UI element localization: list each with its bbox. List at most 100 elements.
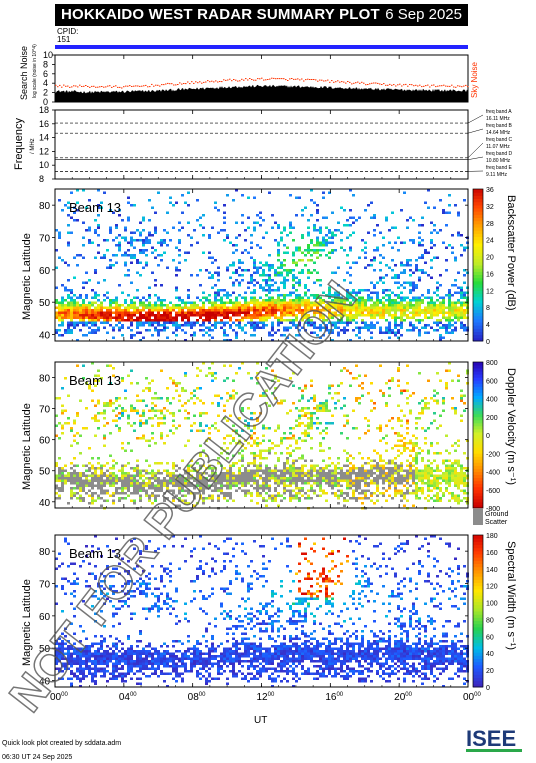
echo-cell	[370, 336, 373, 339]
echo-cell	[301, 296, 304, 299]
echo-cell	[277, 249, 280, 252]
echo-cell	[178, 399, 181, 402]
echo-cell	[412, 304, 415, 307]
echo-cell	[376, 246, 379, 249]
echo-cell	[412, 284, 415, 287]
echo-cell	[148, 417, 151, 420]
echo-cell	[193, 469, 196, 472]
echo-cell	[154, 326, 157, 329]
freq-band-leader	[467, 156, 484, 160]
echo-cell	[178, 249, 181, 252]
echo-cell	[421, 319, 424, 322]
echo-cell	[364, 309, 367, 312]
echo-cell	[373, 291, 376, 294]
echo-cell	[418, 479, 421, 482]
sky-noise-point	[263, 79, 265, 81]
echo-cell	[241, 274, 244, 277]
echo-cell	[280, 474, 283, 477]
echo-cell	[412, 314, 415, 317]
echo-cell	[304, 294, 307, 297]
echo-cell	[58, 467, 61, 470]
echo-cell	[370, 459, 373, 462]
echo-cell	[397, 331, 400, 334]
echo-cell	[319, 304, 322, 307]
echo-cell	[331, 462, 334, 465]
echo-cell	[67, 294, 70, 297]
echo-cell	[205, 299, 208, 302]
echo-cell	[310, 271, 313, 274]
sky-noise-point	[109, 85, 111, 87]
echo-cell	[307, 479, 310, 482]
echo-cell	[310, 447, 313, 450]
echo-cell	[214, 474, 217, 477]
echo-cell	[226, 477, 229, 480]
echo-cell	[199, 464, 202, 467]
echo-cell	[439, 274, 442, 277]
sky-noise-point	[331, 80, 333, 82]
echo-cell	[232, 306, 235, 309]
echo-cell	[274, 309, 277, 312]
echo-cell	[202, 314, 205, 317]
echo-cell	[223, 289, 226, 292]
echo-cell	[295, 296, 298, 299]
echo-cell	[328, 311, 331, 314]
echo-cell	[97, 234, 100, 237]
echo-cell	[352, 482, 355, 485]
echo-cell	[172, 477, 175, 480]
echo-cell	[253, 291, 256, 294]
echo-cell	[172, 474, 175, 477]
echo-cell	[214, 201, 217, 204]
echo-cell	[373, 467, 376, 470]
echo-cell	[313, 311, 316, 314]
echo-cell	[337, 266, 340, 269]
echo-cell	[130, 404, 133, 407]
echo-cell	[88, 319, 91, 322]
echo-cell	[358, 326, 361, 329]
sky-noise-point	[303, 80, 305, 82]
echo-cell	[265, 284, 268, 287]
echo-cell	[127, 306, 130, 309]
echo-cell	[211, 372, 214, 375]
echo-cell	[247, 314, 250, 317]
echo-cell	[289, 224, 292, 227]
echo-cell	[178, 309, 181, 312]
echo-cell	[85, 316, 88, 319]
echo-cell	[253, 462, 256, 465]
sky-noise-point	[265, 79, 267, 81]
echo-cell	[238, 311, 241, 314]
echo-cell	[214, 284, 217, 287]
echo-cell	[337, 479, 340, 482]
echo-cell	[61, 301, 64, 304]
echo-cell	[76, 296, 79, 299]
echo-cell	[313, 482, 316, 485]
echo-cell	[376, 321, 379, 324]
echo-cell	[184, 306, 187, 309]
echo-cell	[283, 326, 286, 329]
echo-cell	[433, 494, 436, 497]
echo-cell	[106, 402, 109, 405]
echo-cell	[400, 482, 403, 485]
echo-cell	[415, 422, 418, 425]
echo-cell	[211, 309, 214, 312]
echo-cell	[73, 256, 76, 259]
echo-cell	[136, 472, 139, 475]
echo-cell	[55, 301, 58, 304]
echo-cell	[91, 309, 94, 312]
echo-cell	[445, 387, 448, 390]
echo-cell	[349, 311, 352, 314]
echo-cell	[76, 306, 79, 309]
sky-noise-point	[133, 85, 135, 87]
echo-cell	[103, 417, 106, 420]
echo-cell	[415, 286, 418, 289]
echo-cell	[163, 484, 166, 487]
echo-cell	[58, 494, 61, 497]
echo-cell	[328, 309, 331, 312]
echo-cell	[151, 311, 154, 314]
echo-cell	[274, 269, 277, 272]
echo-cell	[358, 314, 361, 317]
echo-cell	[352, 316, 355, 319]
echo-cell	[199, 489, 202, 492]
echo-cell	[322, 241, 325, 244]
echo-cell	[433, 412, 436, 415]
echo-cell	[412, 311, 415, 314]
